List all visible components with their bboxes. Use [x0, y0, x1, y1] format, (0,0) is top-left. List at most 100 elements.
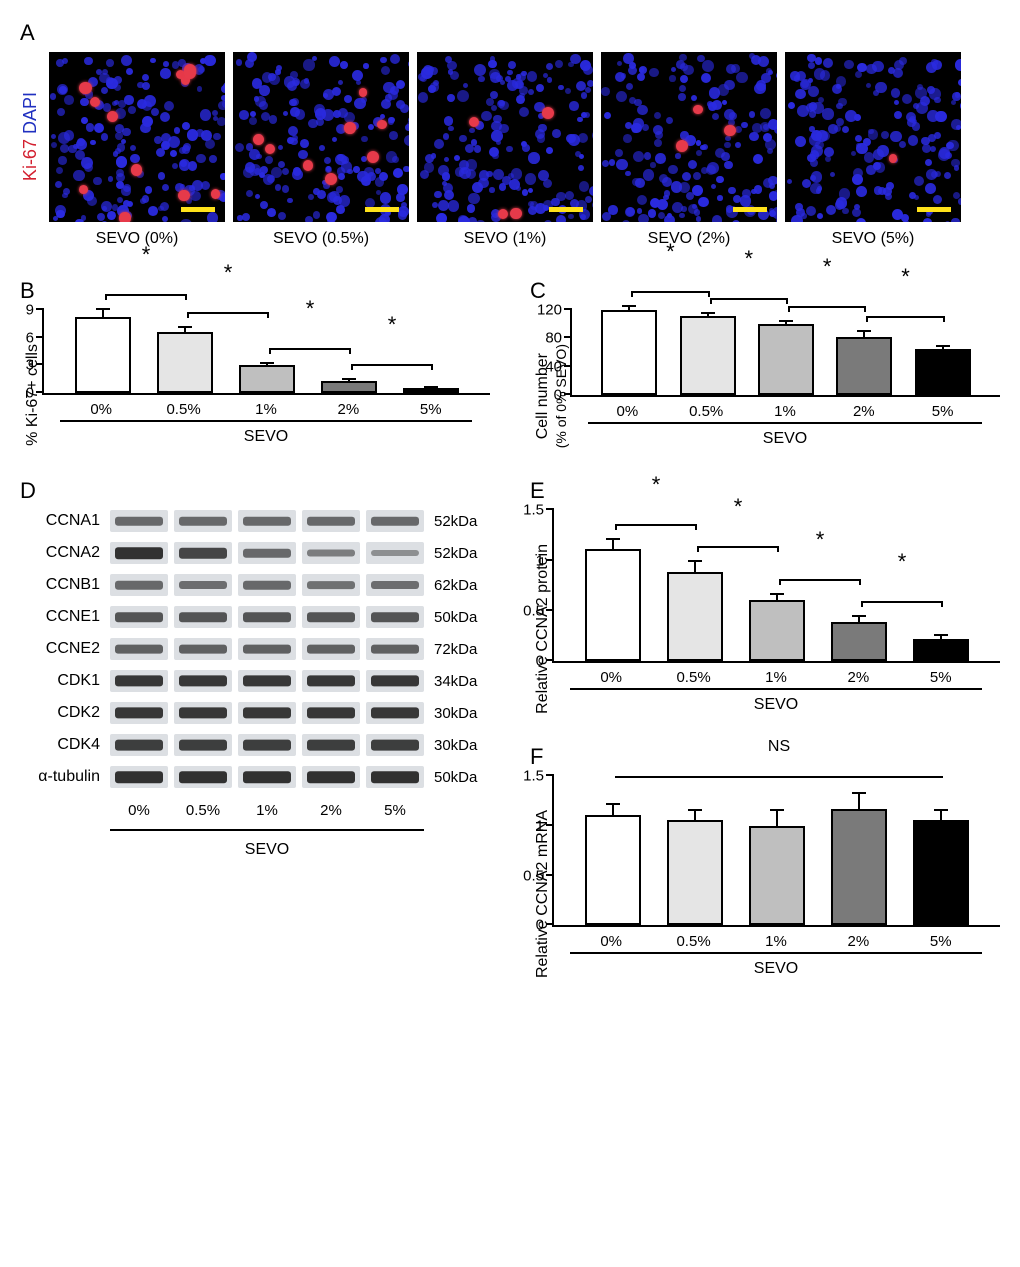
micrograph-caption: SEVO (2%): [648, 230, 731, 248]
bar: [758, 324, 814, 395]
wb-mw-label: 50kDa: [434, 769, 490, 786]
micrograph-image: [233, 52, 409, 222]
bar: [915, 349, 971, 396]
micrograph-col: SEVO (0%): [49, 52, 225, 248]
ns-label: NS: [768, 738, 790, 756]
wb-lane: [110, 702, 168, 724]
xtick-label: 0%: [583, 933, 639, 950]
panel-d: D CCNA152kDaCCNA252kDaCCNB162kDaCCNE150k…: [20, 478, 490, 978]
panel-f-label: F: [530, 744, 1000, 770]
wb-lane: [366, 542, 424, 564]
significance-bar: [866, 316, 944, 318]
xtick-label: 1%: [757, 403, 813, 420]
panel-c-xline: [588, 422, 982, 424]
bar: [601, 310, 657, 395]
wb-mw-label: 30kDa: [434, 705, 490, 722]
panel-a: A Ki-67 DAPI SEVO (0%)SEVO (0.5%)SEVO (1…: [20, 20, 1000, 248]
bar: [403, 388, 459, 392]
wb-lane: [302, 574, 360, 596]
bar: [913, 639, 969, 661]
ytick-label: 1.5: [523, 768, 554, 785]
panel-b-xtitle: SEVO: [42, 428, 490, 446]
wb-lane-row: [110, 734, 424, 756]
xtick-label: 0.5%: [666, 933, 722, 950]
wb-lane: [238, 670, 296, 692]
wb-lane: [366, 702, 424, 724]
wb-xtitle: SEVO: [110, 841, 424, 859]
wb-lane: [174, 766, 232, 788]
panel-a-ylabel: Ki-67 DAPI: [20, 52, 41, 222]
panel-f-xtitle: SEVO: [552, 960, 1000, 978]
ytick-label: 0: [536, 917, 554, 934]
wb-lane: [238, 766, 296, 788]
xtick-label: 2%: [320, 401, 376, 418]
wb-lane: [238, 638, 296, 660]
scalebar: [917, 207, 951, 212]
xtick-label: 2%: [830, 669, 886, 686]
western-blot: CCNA152kDaCCNA252kDaCCNB162kDaCCNE150kDa…: [20, 510, 490, 859]
xtick-label: 5%: [913, 669, 969, 686]
xtick-label: 1%: [748, 933, 804, 950]
significance-bar: [631, 291, 709, 293]
wb-lane: [110, 542, 168, 564]
wb-xlabel: 2%: [302, 802, 360, 819]
significance-bar: [861, 601, 943, 603]
significance-bar: [615, 524, 697, 526]
wb-lane: [238, 542, 296, 564]
wb-lane: [302, 606, 360, 628]
panel-b-xticklabels: 0%0.5%1%2%5%: [42, 395, 490, 418]
micrograph-col: SEVO (0.5%): [233, 52, 409, 248]
wb-lane: [110, 734, 168, 756]
panel-f-xticklabels: 0%0.5%1%2%5%: [552, 927, 1000, 950]
xtick-label: 5%: [915, 403, 971, 420]
wb-lane: [366, 574, 424, 596]
wb-lane: [174, 670, 232, 692]
xtick-label: 1%: [748, 669, 804, 686]
ytick-label: 80: [545, 330, 572, 347]
significance-star: *: [666, 239, 675, 265]
wb-lane: [110, 670, 168, 692]
panel-f-plot: 00.511.5NS: [552, 776, 1000, 927]
scalebar: [549, 207, 583, 212]
panel-f-xline: [570, 952, 982, 954]
wb-mw-label: 52kDa: [434, 513, 490, 530]
wb-lane: [366, 510, 424, 532]
xtick-label: 2%: [836, 403, 892, 420]
wb-xlabel: 5%: [366, 802, 424, 819]
significance-star: *: [306, 296, 315, 322]
panel-c-label: C: [530, 278, 1000, 304]
xtick-label: 1%: [238, 401, 294, 418]
ytick-label: 6: [26, 329, 44, 346]
bar: [585, 815, 641, 926]
significance-star: *: [823, 254, 832, 280]
ytick-label: 1: [536, 552, 554, 569]
ytick-label: 120: [537, 302, 572, 319]
significance-star: *: [734, 494, 743, 520]
significance-bar: [697, 546, 779, 548]
wb-row-label: CCNB1: [20, 576, 100, 594]
micrograph-col: SEVO (5%): [785, 52, 961, 248]
significance-bar: [269, 348, 351, 350]
panel-e-xticklabels: 0%0.5%1%2%5%: [552, 663, 1000, 686]
ytick-label: 0: [536, 653, 554, 670]
wb-lane: [366, 606, 424, 628]
wb-lane: [302, 702, 360, 724]
wb-lane-row: [110, 766, 424, 788]
wb-lane: [174, 510, 232, 532]
panel-b-xline: [60, 420, 472, 422]
wb-lane: [366, 734, 424, 756]
scalebar: [733, 207, 767, 212]
xtick-label: 0%: [73, 401, 129, 418]
wb-lane: [366, 638, 424, 660]
micrograph-caption: SEVO (0%): [96, 230, 179, 248]
wb-mw-label: 30kDa: [434, 737, 490, 754]
panel-e-xline: [570, 688, 982, 690]
wb-row-label: CDK2: [20, 704, 100, 722]
significance-star: *: [898, 549, 907, 575]
wb-row-label: CDK4: [20, 736, 100, 754]
panels-ef-column: E Relative CCNA2 protein 00.511.5**** 0%…: [530, 478, 1000, 978]
wb-lane-row: [110, 542, 424, 564]
wb-lane: [174, 702, 232, 724]
wb-lane: [110, 766, 168, 788]
wb-mw-label: 50kDa: [434, 609, 490, 626]
